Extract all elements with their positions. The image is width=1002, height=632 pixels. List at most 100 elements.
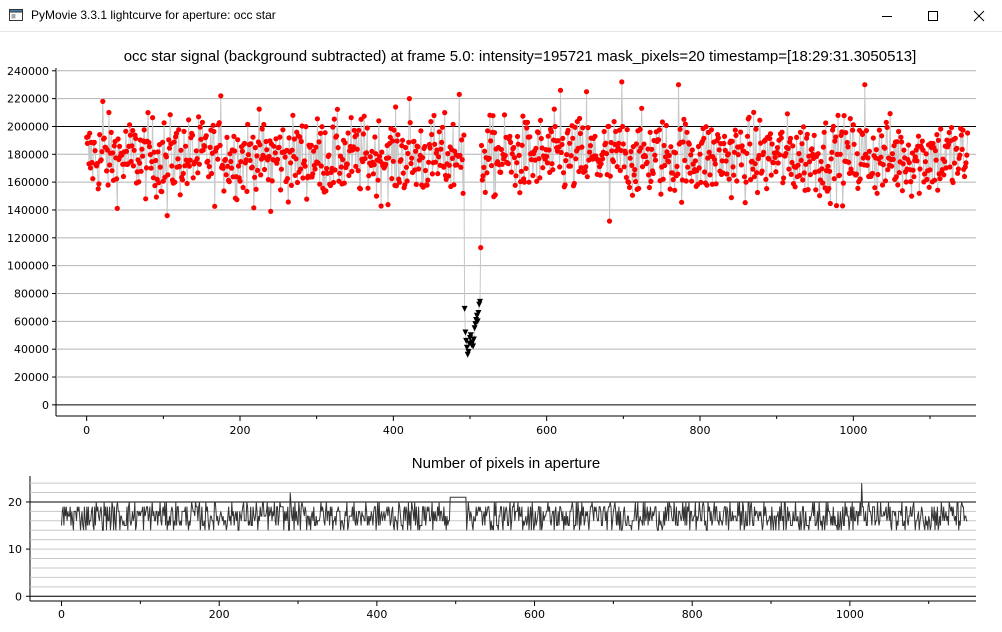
signal-point — [196, 114, 202, 120]
signal-point — [269, 178, 275, 184]
signal-point — [883, 119, 889, 125]
signal-point — [924, 176, 930, 182]
signal-point — [579, 144, 585, 150]
signal-point — [938, 126, 944, 132]
signal-point — [796, 151, 802, 157]
signal-point — [114, 205, 120, 211]
signal-point — [394, 138, 400, 144]
signal-point — [639, 105, 645, 111]
signal-point — [303, 124, 309, 130]
signal-point — [656, 137, 662, 143]
signal-point — [656, 127, 663, 133]
signal-point — [480, 173, 486, 179]
signal-point — [682, 121, 689, 127]
signal-point — [492, 192, 498, 198]
signal-point — [775, 160, 781, 166]
signal-point — [166, 137, 172, 143]
signal-point — [648, 178, 654, 184]
signal-point — [815, 151, 821, 157]
signal-point — [728, 195, 735, 201]
signal-point — [304, 196, 310, 202]
signal-point — [638, 145, 644, 151]
signal-point — [932, 177, 938, 183]
signal-point — [597, 172, 603, 178]
signal-point — [98, 157, 104, 163]
signal-point — [318, 163, 324, 169]
signal-point — [650, 170, 656, 176]
signal-point — [148, 165, 154, 171]
signal-point — [872, 185, 878, 191]
signal-point — [238, 159, 244, 165]
signal-point — [127, 122, 133, 128]
signal-point — [666, 152, 672, 159]
signal-point — [235, 163, 242, 169]
signal-point — [334, 106, 340, 112]
signal-point — [99, 149, 105, 155]
signal-point — [626, 184, 633, 190]
signal-point — [312, 166, 318, 172]
close-button[interactable] — [956, 0, 1002, 31]
signal-point — [795, 162, 801, 168]
signal-point — [239, 148, 245, 154]
signal-point — [885, 167, 891, 173]
signal-point — [328, 169, 334, 175]
signal-point — [548, 129, 554, 135]
signal-point — [629, 192, 636, 198]
signal-point — [701, 135, 707, 141]
signal-point — [874, 190, 880, 196]
maximize-button[interactable] — [910, 0, 956, 31]
signal-point — [880, 162, 886, 168]
signal-point — [803, 161, 809, 167]
signal-point — [482, 148, 488, 154]
signal-point — [390, 138, 396, 144]
signal-point — [739, 143, 745, 149]
signal-point — [832, 138, 838, 144]
signal-point — [277, 134, 283, 140]
signal-point — [478, 245, 484, 251]
signal-point — [181, 128, 187, 134]
signal-point — [890, 156, 896, 162]
signal-point — [610, 159, 617, 165]
signal-point — [807, 159, 813, 165]
signal-point — [186, 163, 192, 169]
signal-point — [459, 137, 465, 143]
signal-point — [228, 158, 234, 165]
event-point — [465, 348, 472, 355]
signal-point — [583, 164, 589, 170]
signal-point — [222, 156, 228, 163]
signal-point — [763, 176, 769, 182]
signal-point — [620, 123, 626, 130]
signal-point — [552, 123, 558, 130]
signal-point — [660, 176, 666, 182]
signal-point — [234, 197, 240, 203]
signal-point — [288, 182, 294, 188]
signal-point — [937, 176, 943, 182]
signal-point — [698, 179, 704, 185]
signal-point — [582, 168, 588, 174]
signal-point — [360, 131, 366, 137]
signal-point — [282, 154, 288, 160]
signal-point — [961, 173, 968, 180]
signal-point — [863, 128, 870, 134]
signal-point — [84, 140, 90, 146]
signal-point — [766, 156, 772, 162]
signal-point — [96, 181, 102, 187]
signal-plot-title: occ star signal (background subtracted) … — [123, 48, 917, 65]
signal-point — [517, 190, 523, 196]
signal-point — [383, 161, 389, 167]
signal-point — [729, 138, 735, 144]
minimize-button[interactable] — [864, 0, 910, 31]
close-icon — [973, 10, 985, 21]
signal-point — [820, 180, 826, 186]
signal-point — [110, 150, 116, 156]
signal-point — [521, 179, 528, 185]
pixel-x-tick-label: 400 — [366, 608, 387, 621]
signal-point — [540, 165, 546, 171]
signal-point — [323, 188, 329, 194]
signal-point — [278, 166, 284, 172]
signal-point — [689, 147, 695, 153]
signal-point — [828, 156, 834, 162]
signal-point — [376, 153, 383, 160]
signal-point — [827, 168, 833, 174]
signal-point — [268, 208, 274, 214]
